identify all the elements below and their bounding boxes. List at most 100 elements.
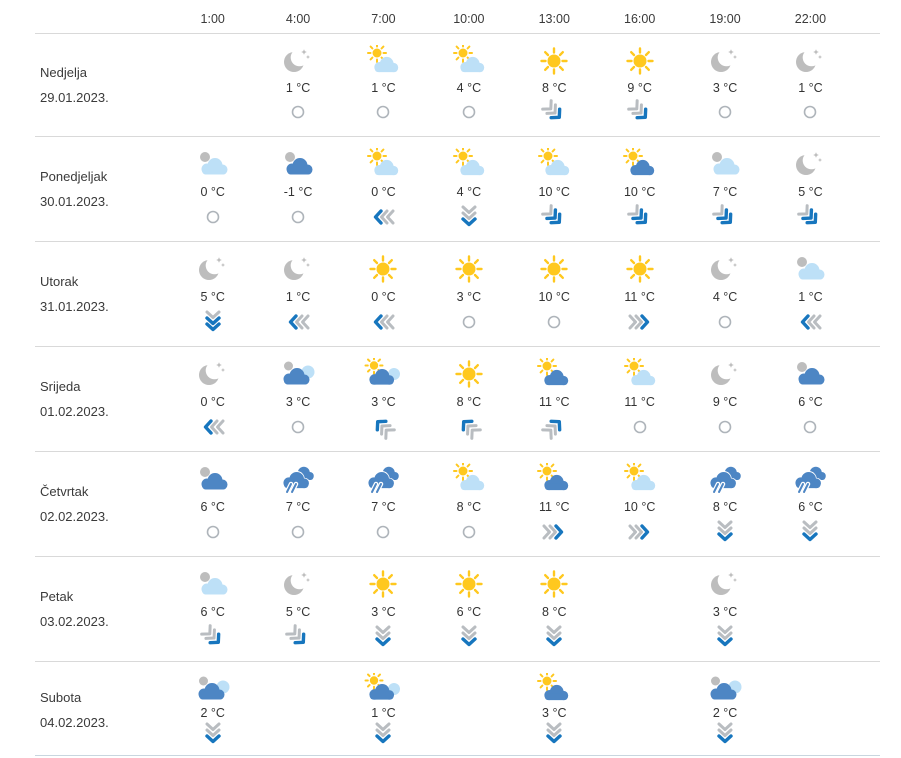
weather-forecast-table: 1:00 4:00 7:00 10:00 13:00 16:00 19:00 22:00 Ne… [35, 0, 880, 756]
temperature: 3 °C [456, 290, 482, 304]
partly-cloudy-dark-light-icon [363, 672, 403, 706]
temperature: 3 °C [285, 395, 311, 409]
forecast-cell: 5 °C [170, 242, 255, 346]
forecast-cell: 3 °C [255, 347, 340, 451]
temperature: 2 °C [200, 706, 225, 720]
time-header-row: 1:00 4:00 7:00 10:00 13:00 16:00 19:00 22:00 [35, 4, 880, 34]
forecast-cell: 0 °C [170, 347, 255, 451]
temperature: 4 °C [712, 290, 738, 304]
clear-night-icon [193, 252, 233, 286]
forecast-cell: 6 °C [170, 557, 255, 661]
temperature: 1 °C [285, 81, 311, 95]
forecast-cell: 8 °C [682, 452, 767, 556]
time-column-header: 16:00 [624, 11, 656, 26]
temperature: 11 °C [539, 395, 570, 409]
wind-down-icon [714, 625, 736, 649]
wind-down-icon [372, 625, 394, 649]
sunny-icon [620, 44, 660, 78]
day-name: Srijeda [40, 379, 81, 394]
sunny-icon [534, 44, 574, 78]
temperature: 2 °C [712, 706, 738, 720]
temperature: 9 °C [712, 395, 738, 409]
time-column-header: 1:00 [200, 11, 225, 26]
partly-cloudy-icon [449, 147, 489, 181]
forecast-cell: 3 °C [682, 34, 767, 136]
clear-night-icon [193, 357, 233, 391]
sunny-icon [534, 567, 574, 601]
temperature: 3 °C [371, 605, 396, 619]
forecast-cell: 11 °C [512, 347, 597, 451]
forecast-cell [768, 662, 853, 758]
temperature: 10 °C [623, 185, 656, 199]
day-label: Četvrtak 02.02.2023. [35, 452, 170, 556]
temperature: 0 °C [200, 395, 225, 409]
forecast-cell: 6 °C [768, 452, 853, 556]
forecast-cell: 2 °C [170, 662, 255, 758]
wind-calm-icon [714, 415, 736, 439]
forecast-row: Ponedjeljak 30.01.2023. 0 °C -1 °C 0 °C 4 °C 1… [35, 137, 880, 242]
forecast-cell: 0 °C [341, 137, 426, 241]
temperature: 6 °C [798, 500, 823, 514]
sunny-icon [449, 567, 489, 601]
day-date: 30.01.2023. [40, 194, 109, 209]
temperature: 8 °C [456, 395, 482, 409]
forecast-cell: 6 °C [426, 557, 511, 661]
day-name: Nedjelja [40, 65, 87, 80]
day-label: Nedjelja 29.01.2023. [35, 34, 170, 136]
temperature: 3 °C [371, 395, 396, 409]
forecast-cell: 5 °C [768, 137, 853, 241]
cloudy-light-icon [790, 252, 830, 286]
day-label: Ponedjeljak 30.01.2023. [35, 137, 170, 241]
wind-right-icon [628, 310, 651, 334]
day-name: Četvrtak [40, 484, 89, 499]
forecast-cell: 4 °C [682, 242, 767, 346]
wind-calm-icon [287, 415, 309, 439]
forecast-cell: 0 °C [341, 242, 426, 346]
temperature: 11 °C [624, 395, 655, 409]
forecast-cell: 1 °C [341, 34, 426, 136]
day-name: Utorak [40, 274, 79, 289]
partly-cloudy-dark-icon [620, 147, 660, 181]
wind-calm-icon [458, 100, 480, 124]
forecast-cell: 7 °C [682, 137, 767, 241]
temperature: 1 °C [371, 706, 396, 720]
wind-down-right-icon [626, 99, 651, 124]
forecast-cell: 7 °C [255, 452, 340, 556]
forecast-cell: 8 °C [426, 452, 511, 556]
forecast-cell: 7 °C [341, 452, 426, 556]
partly-cloudy-icon [449, 44, 489, 78]
temperature: 11 °C [624, 290, 655, 304]
forecast-cell: 11 °C [512, 452, 597, 556]
temperature: 8 °C [712, 500, 738, 514]
day-label: Srijeda 01.02.2023. [35, 347, 170, 451]
forecast-cell: 10 °C [597, 137, 682, 241]
sunny-icon [363, 252, 403, 286]
partly-cloudy-icon [363, 147, 403, 181]
partly-cloudy-icon [449, 462, 489, 496]
forecast-cell: 6 °C [768, 347, 853, 451]
forecast-cell: -1 °C [255, 137, 340, 241]
temperature: 8 °C [456, 500, 482, 514]
wind-calm-icon [202, 205, 224, 229]
temperature: 4 °C [456, 81, 482, 95]
sunny-icon [534, 252, 574, 286]
clear-night-icon [278, 252, 318, 286]
sunny-icon [449, 252, 489, 286]
wind-down-icon [202, 310, 224, 334]
forecast-cell: 3 °C [341, 347, 426, 451]
wind-up-left-icon [372, 415, 397, 440]
temperature: 1 °C [371, 81, 396, 95]
wind-right-icon [542, 520, 565, 544]
wind-down-right-icon [285, 624, 309, 649]
forecast-row: Srijeda 01.02.2023. 0 °C 3 °C 3 °C 8 °C 11 °C 1… [35, 347, 880, 452]
time-column-header: 10:00 [453, 11, 485, 26]
forecast-row: Subota 04.02.2023. 2 °C 1 °C 3 °C 2 °C [35, 662, 880, 756]
wind-calm-icon [458, 310, 480, 334]
wind-down-icon [372, 722, 394, 746]
wind-down-icon [543, 722, 565, 746]
forecast-cell: 1 °C [255, 242, 340, 346]
wind-calm-icon [287, 100, 309, 124]
forecast-rows: Nedjelja 29.01.2023. 1 °C 1 °C 4 °C 8 °C 9 °C 3… [35, 34, 880, 756]
temperature: 1 °C [798, 81, 823, 95]
temperature: 5 °C [798, 185, 823, 199]
